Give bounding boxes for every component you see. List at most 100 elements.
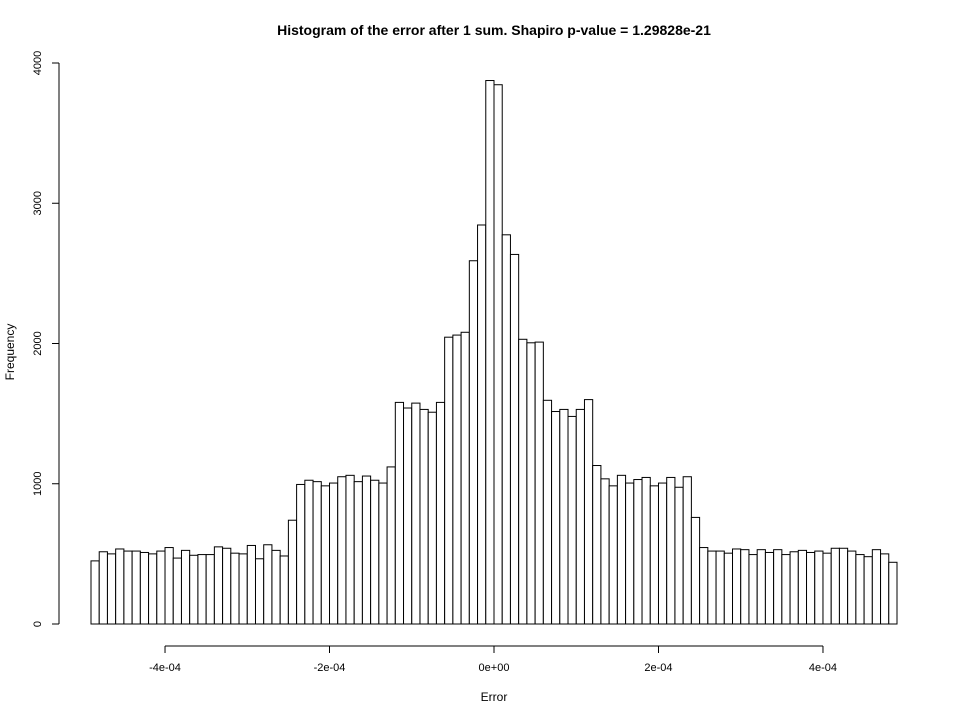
histogram-bar [740, 549, 750, 625]
histogram-bar [189, 554, 199, 625]
histogram-bar [756, 549, 766, 625]
y-tick-label: 4000 [32, 51, 44, 75]
histogram-bar [386, 466, 396, 625]
y-axis: 0 1000 2000 3000 4000 [32, 51, 60, 627]
histogram-bar [674, 486, 684, 625]
histogram-bar [345, 474, 355, 625]
histogram-bar [690, 516, 701, 625]
histogram-bar [411, 402, 421, 625]
x-tick-label: 0e+00 [479, 662, 510, 674]
histogram-bar [468, 260, 479, 625]
histogram-bar [287, 519, 298, 625]
y-tick-label: 0 [32, 621, 44, 627]
histogram-bar [534, 341, 544, 625]
histogram-bar [427, 411, 437, 625]
x-tick-label: -4e-04 [149, 662, 181, 674]
histogram-bar [254, 558, 265, 625]
histogram-bar [378, 482, 388, 625]
histogram-bar [205, 554, 215, 625]
histogram-bar [213, 546, 224, 625]
histogram-bar [435, 401, 446, 625]
histogram-bar [452, 334, 462, 625]
histogram-bar [871, 549, 882, 625]
histogram-bar [90, 560, 100, 625]
histogram-bar [649, 485, 659, 625]
histogram-bar [131, 550, 141, 625]
histogram-bar [616, 474, 627, 625]
x-axis: -4e-04 -2e-04 0e+00 2e-04 4e-04 [149, 645, 837, 674]
histogram-bar [551, 411, 561, 625]
histogram-bar [518, 338, 528, 625]
histogram-bar [806, 551, 816, 625]
histogram-bar [773, 549, 783, 625]
histogram-bar [880, 553, 890, 625]
histogram-bar [419, 408, 429, 625]
histogram-bar [115, 548, 125, 625]
histogram-bar [394, 401, 405, 625]
histogram-bar [830, 547, 840, 625]
histogram-bar [748, 554, 758, 625]
x-axis-label: Error [481, 690, 508, 704]
histogram-bar [370, 479, 380, 625]
histogram-bar [106, 553, 117, 625]
histogram-bar [337, 476, 347, 625]
histogram-bar [666, 476, 676, 625]
histogram-bar [838, 547, 849, 625]
histogram-bar [583, 399, 594, 625]
histogram-bar [789, 551, 799, 625]
y-tick-label: 1000 [32, 472, 44, 496]
histogram-bar [444, 336, 454, 625]
histogram-bar [296, 483, 306, 625]
histogram-bar [715, 550, 725, 625]
histogram-bar [230, 552, 240, 625]
histogram-bar [559, 408, 569, 625]
histogram-bar [847, 550, 857, 625]
histogram-bar [329, 482, 339, 625]
histogram-bar [361, 475, 372, 625]
histogram-bar [781, 554, 791, 625]
histogram-bar [197, 554, 207, 625]
histogram-bar [156, 550, 166, 625]
histogram-bar [312, 481, 322, 625]
histogram-bar [814, 550, 824, 625]
histogram-bar [732, 548, 742, 625]
histogram-bars [90, 80, 898, 625]
histogram-bar [526, 342, 536, 625]
histogram-bar [98, 551, 108, 625]
histogram-bar [263, 544, 273, 625]
x-tick-label: 4e-04 [809, 662, 837, 674]
histogram-bar [625, 482, 635, 625]
histogram-bar [246, 544, 256, 625]
histogram-bar [592, 465, 602, 625]
histogram-bar [822, 552, 832, 625]
histogram-bar [304, 479, 314, 625]
histogram-bar [485, 80, 495, 625]
histogram-bar [699, 547, 709, 625]
histogram-bar [855, 554, 865, 625]
histogram-bar [139, 551, 150, 625]
histogram-bar [863, 556, 873, 625]
histogram-bar [320, 485, 331, 625]
histogram-bar [567, 415, 577, 625]
histogram-bar [123, 550, 133, 625]
histogram-bar [641, 476, 651, 625]
histogram-bar [633, 479, 643, 625]
histogram-bar [575, 408, 585, 625]
histogram-bar [164, 547, 174, 625]
histogram-bar [172, 557, 182, 625]
histogram-bar [608, 485, 618, 625]
histogram-bar [682, 476, 692, 625]
histogram-bar [271, 549, 281, 625]
histogram-bar [353, 481, 363, 625]
histogram-bar [460, 331, 470, 625]
histogram-bar [888, 561, 898, 625]
histogram-bar [509, 253, 520, 625]
histogram-bar [403, 407, 413, 625]
histogram-bar [477, 224, 487, 625]
histogram-bar [764, 551, 775, 625]
histogram-bar [238, 553, 248, 625]
histogram-bar [542, 399, 553, 625]
y-tick-label: 3000 [32, 191, 44, 215]
x-tick-label: 2e-04 [644, 662, 672, 674]
